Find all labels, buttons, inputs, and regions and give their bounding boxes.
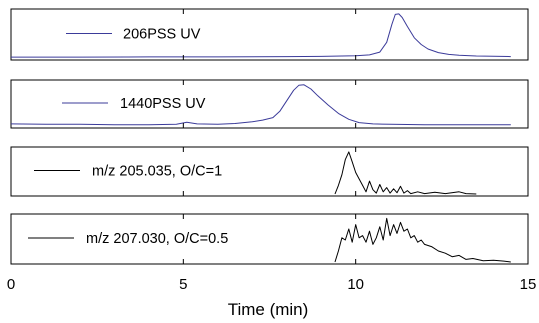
x-tick-label: 15 [520, 276, 537, 293]
x-tick-label: 0 [7, 276, 15, 293]
x-axis-title: Time (min) [228, 300, 309, 319]
panel-1: 206PSS UV [10, 8, 529, 61]
series-line [334, 217, 511, 263]
legend-label: m/z 205.035, O/C=1 [92, 164, 222, 180]
x-axis: 0 5 10 15 [7, 276, 537, 293]
legend-label: m/z 207.030, O/C=0.5 [86, 231, 228, 247]
chart-panels: 206PSS UV 1440PSS UV m/z 205.035, O/C=1 m/z… [10, 8, 529, 265]
legend-label: 1440PSS UV [120, 96, 206, 112]
panel-frame [10, 213, 529, 265]
x-tick-label: 5 [179, 276, 187, 293]
panel-frame [10, 8, 529, 61]
panel-2: 1440PSS UV [10, 79, 529, 129]
panel-frame [10, 79, 529, 129]
series-line [334, 151, 477, 195]
legend-label: 206PSS UV [123, 27, 201, 43]
series-line [10, 84, 511, 126]
series-line [11, 13, 511, 58]
panel-3: m/z 205.035, O/C=1 [10, 146, 529, 197]
panel-frame [10, 146, 529, 197]
panel-4: m/z 207.030, O/C=0.5 [10, 213, 529, 265]
x-tick-label: 10 [347, 276, 364, 293]
